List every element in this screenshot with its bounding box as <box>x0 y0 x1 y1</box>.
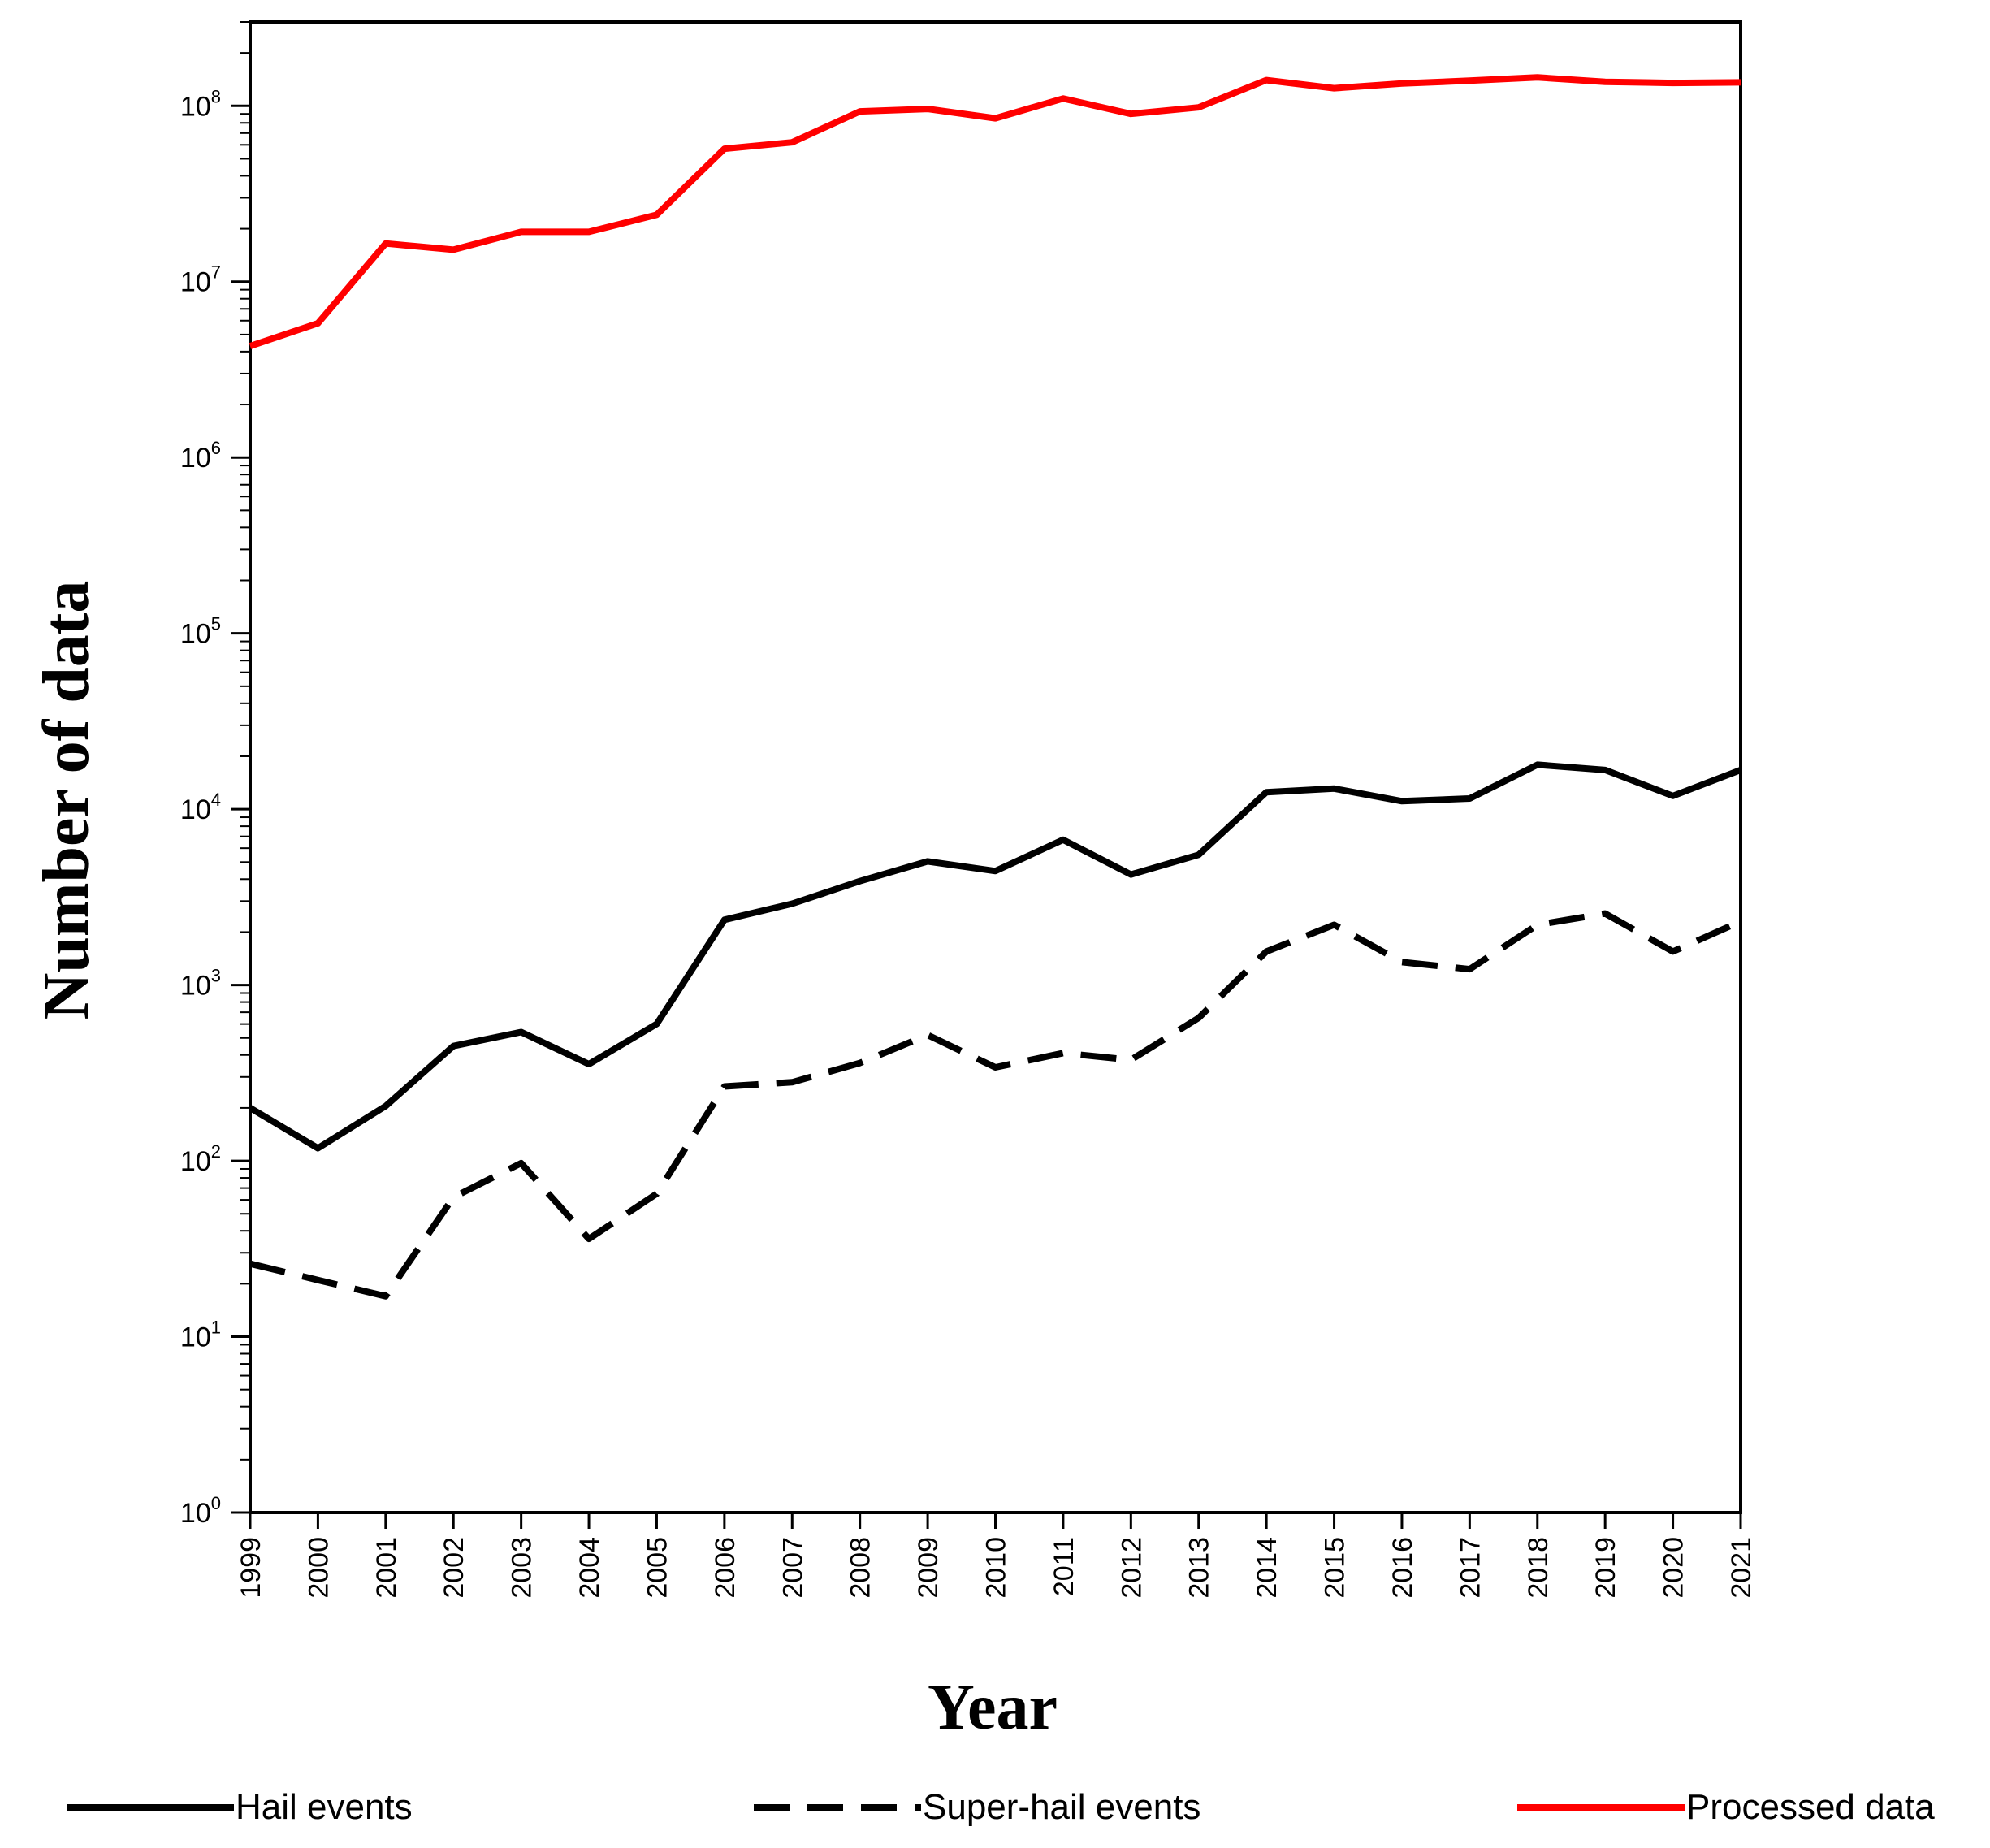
x-tick-label: 2020 <box>1659 1537 1689 1599</box>
legend-label-super-hail-events: Super-hail events <box>923 1787 1200 1827</box>
y-axis: 100 101 102 103 104 105 106 107 108 <box>180 21 250 1529</box>
series-line-hail-events <box>248 761 1742 1152</box>
x-tick-label: 2002 <box>439 1537 469 1599</box>
y-tick-label: 106 <box>180 438 221 474</box>
x-tick-label: 2004 <box>574 1537 605 1599</box>
x-tick-label: 2017 <box>1455 1537 1486 1599</box>
y-tick-label: 101 <box>180 1318 221 1353</box>
legend: Hail events Super-hail events Processed da… <box>67 1787 1935 1827</box>
x-tick-label: 2014 <box>1252 1537 1283 1599</box>
x-tick-label: 2019 <box>1590 1537 1621 1599</box>
x-tick-label: 2009 <box>913 1537 944 1599</box>
x-axis: 1999 2000 2001 2002 2003 2004 2005 2006 2007 2008… <box>236 1513 1757 1599</box>
x-tick-label: 2003 <box>507 1537 538 1599</box>
x-tick-label: 2018 <box>1523 1537 1554 1599</box>
x-tick-label: 2006 <box>710 1537 741 1599</box>
x-tick-label: 2005 <box>642 1537 673 1599</box>
y-tick-label: 103 <box>180 966 221 1002</box>
x-tick-label: 2011 <box>1049 1537 1079 1596</box>
x-tick-label: 2010 <box>981 1537 1012 1599</box>
x-tick-label: 2008 <box>846 1537 876 1599</box>
y-tick-label: 105 <box>180 614 221 650</box>
y-tick-label: 108 <box>180 86 221 122</box>
x-tick-label: 2000 <box>303 1537 334 1599</box>
series-layer <box>248 74 1742 1300</box>
x-tick-label: 2012 <box>1116 1537 1147 1599</box>
x-tick-label: 2021 <box>1726 1537 1757 1599</box>
x-tick-label: 2007 <box>777 1537 808 1599</box>
x-tick-label: 1999 <box>236 1537 266 1599</box>
legend-label-hail-events: Hail events <box>236 1787 413 1827</box>
legend-label-processed-data: Processed data <box>1686 1787 1935 1827</box>
x-tick-label: 2013 <box>1184 1537 1215 1599</box>
series-line-processed-data <box>249 74 1741 349</box>
x-axis-title: Year <box>928 1672 1058 1743</box>
series-line-super-hail-events <box>249 910 1742 1300</box>
y-axis-title: Number of data <box>31 581 102 1020</box>
y-tick-label: 102 <box>180 1141 221 1177</box>
x-tick-label: 2001 <box>371 1537 402 1599</box>
y-tick-label: 100 <box>180 1493 221 1529</box>
x-tick-label: 2016 <box>1387 1537 1418 1599</box>
y-tick-label: 104 <box>180 790 221 825</box>
x-tick-label: 2015 <box>1320 1537 1351 1599</box>
y-tick-label: 107 <box>180 262 221 298</box>
